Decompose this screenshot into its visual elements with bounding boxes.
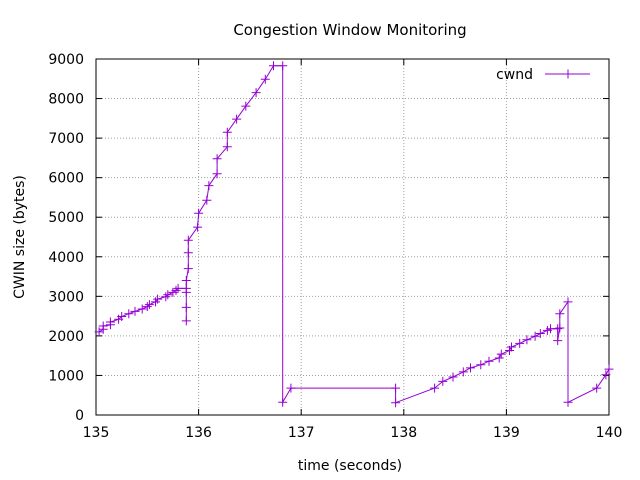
data-point-marker	[183, 235, 193, 245]
data-point-marker	[535, 329, 545, 338]
y-tick-label-3000: 3000	[48, 289, 84, 305]
data-point-marker	[194, 208, 204, 218]
grid-lines	[96, 59, 609, 415]
data-point-marker	[448, 372, 458, 382]
data-point-marker	[161, 292, 171, 302]
data-point-marker	[222, 127, 232, 137]
data-point-marker	[183, 264, 193, 274]
data-point-marker	[601, 370, 611, 380]
data-point-marker	[592, 383, 602, 393]
data-point-marker	[430, 383, 440, 393]
y-tick-label-9000: 9000	[48, 52, 84, 68]
data-point-marker	[163, 290, 173, 300]
data-point-marker	[98, 321, 108, 331]
data-point-marker	[496, 349, 506, 359]
x-tick-label-138: 138	[390, 425, 417, 441]
data-point-marker	[204, 181, 214, 191]
data-point-marker	[260, 74, 270, 84]
y-tick-label-5000: 5000	[48, 210, 84, 226]
data-point-marker	[476, 360, 486, 370]
data-point-marker	[124, 309, 134, 319]
data-point-marker	[181, 302, 191, 312]
data-point-marker	[142, 302, 152, 312]
x-tick-label-140: 140	[596, 425, 623, 441]
data-point-marker	[251, 88, 261, 98]
data-point-marker	[391, 383, 401, 393]
data-point-marker	[555, 309, 565, 319]
data-point-marker	[212, 154, 222, 164]
y-axis-label: CWIN size (bytes)	[12, 175, 28, 299]
axes-frame	[95, 58, 610, 416]
data-point-marker	[466, 363, 475, 373]
data-point-marker	[484, 356, 494, 366]
y-tick-label-2000: 2000	[48, 329, 84, 345]
data-point-marker	[507, 342, 516, 352]
data-point-marker	[202, 195, 212, 205]
data-point-marker	[241, 101, 251, 111]
data-point-marker	[494, 353, 504, 363]
chart-title: Congestion Window Monitoring	[233, 21, 466, 39]
data-point-marker	[105, 317, 115, 327]
legend-label-cwnd: cwnd	[496, 67, 533, 83]
data-point-marker	[130, 306, 140, 316]
data-point-marker	[212, 169, 222, 179]
data-point-marker	[171, 285, 181, 295]
data-point-marker	[117, 312, 127, 321]
data-point-marker	[153, 294, 163, 304]
data-point-marker	[515, 338, 525, 348]
plot-border	[95, 58, 610, 416]
cwnd-series	[94, 61, 614, 408]
y-tick-label-1000: 1000	[48, 368, 84, 384]
legend-marker-cwnd	[563, 69, 573, 79]
data-point-marker	[269, 61, 278, 71]
y-tick-label-4000: 4000	[48, 250, 84, 266]
data-point-marker	[181, 287, 191, 297]
y-tick-label-6000: 6000	[48, 171, 84, 187]
x-axis-label: time (seconds)	[298, 458, 402, 474]
data-point-marker	[530, 331, 540, 341]
x-tick-label-136: 136	[185, 425, 212, 441]
data-point-marker	[278, 61, 288, 71]
data-point-marker	[458, 367, 468, 377]
data-point-marker	[563, 397, 573, 407]
data-point-marker	[232, 114, 242, 124]
data-point-marker	[222, 142, 232, 152]
data-point-marker	[193, 222, 203, 232]
x-tick-label-137: 137	[288, 425, 315, 441]
data-point-marker	[553, 324, 563, 334]
data-point-marker	[181, 316, 191, 326]
legend: cwnd	[496, 67, 590, 83]
data-point-marker	[563, 297, 573, 307]
data-point-marker	[144, 300, 154, 310]
y-tick-label-8000: 8000	[48, 92, 84, 108]
x-tick-label-135: 135	[83, 425, 110, 441]
data-point-marker	[173, 283, 183, 293]
data-point-marker	[522, 335, 532, 345]
x-tick-label-139: 139	[493, 425, 520, 441]
data-point-marker	[278, 397, 288, 407]
data-point-marker	[555, 323, 565, 333]
data-point-marker	[181, 276, 191, 285]
data-point-marker	[137, 304, 147, 314]
data-point-marker	[183, 248, 193, 258]
data-point-marker	[553, 336, 563, 346]
data-point-marker	[286, 383, 296, 393]
y-tick-label-7000: 7000	[48, 131, 84, 147]
data-point-marker	[604, 364, 614, 374]
data-point-marker	[438, 376, 448, 386]
data-point-marker	[391, 398, 401, 408]
tick-marks	[95, 58, 610, 416]
series-line-cwnd	[98, 65, 610, 405]
y-tick-label-0: 0	[75, 408, 84, 424]
